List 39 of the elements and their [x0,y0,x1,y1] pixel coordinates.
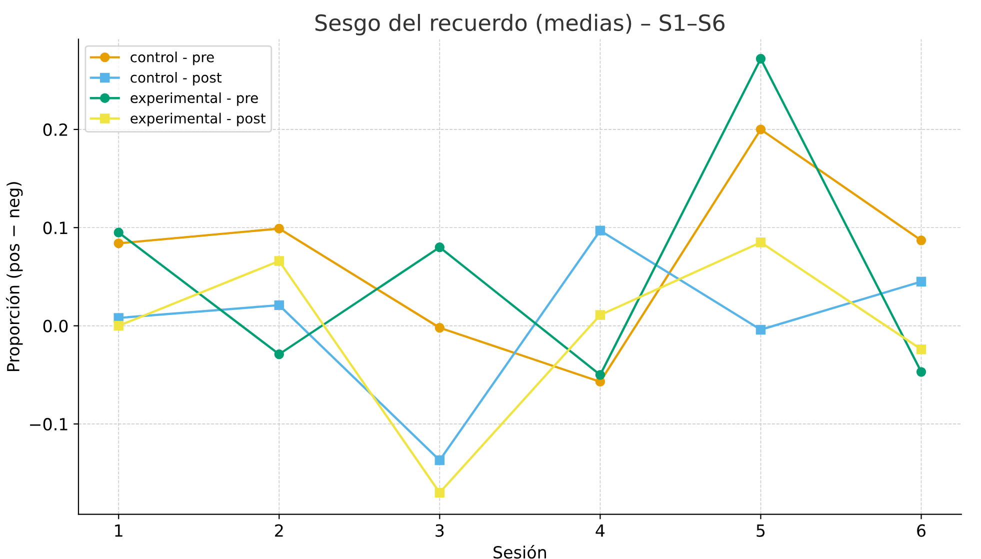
point [434,455,445,466]
point [274,349,284,360]
point [756,54,766,64]
point [756,324,766,335]
y-axis-title: Proporción (pos − neg) [6,182,23,372]
point [114,228,124,238]
point [916,236,926,246]
x-tick-label: 2 [275,524,283,537]
point [434,322,445,333]
point [595,310,606,320]
point [114,238,124,248]
x-tick-label: 1 [115,524,122,537]
legend-label: control - pre [130,52,214,66]
legend-label: control - post [130,72,222,86]
x-tick-label: 4 [596,524,605,537]
y-tick-label: 0.1 [43,222,68,234]
legend-label: experimental - post [130,112,266,126]
point [274,224,284,234]
x-tick-label: 6 [917,524,926,537]
point [756,237,766,248]
point [595,226,606,236]
legend-label: experimental - pre [130,92,258,106]
point [756,124,766,134]
point [274,300,284,310]
point [114,320,124,331]
point [434,488,445,498]
point [916,276,926,286]
x-tick-label: 3 [436,524,444,537]
point [916,344,926,354]
y-tick-label: 0.2 [43,123,68,136]
point [916,367,926,377]
y-tick-label: −0.1 [30,418,68,431]
point [595,370,606,380]
point [434,242,445,252]
y-tick-label: 0.0 [43,320,68,332]
x-axis-title: Sesión [494,545,546,559]
chart-title: Sesgo del recuerdo (medias) – S1–S6 [315,14,724,36]
x-tick-label: 5 [756,524,765,537]
point [274,256,284,266]
